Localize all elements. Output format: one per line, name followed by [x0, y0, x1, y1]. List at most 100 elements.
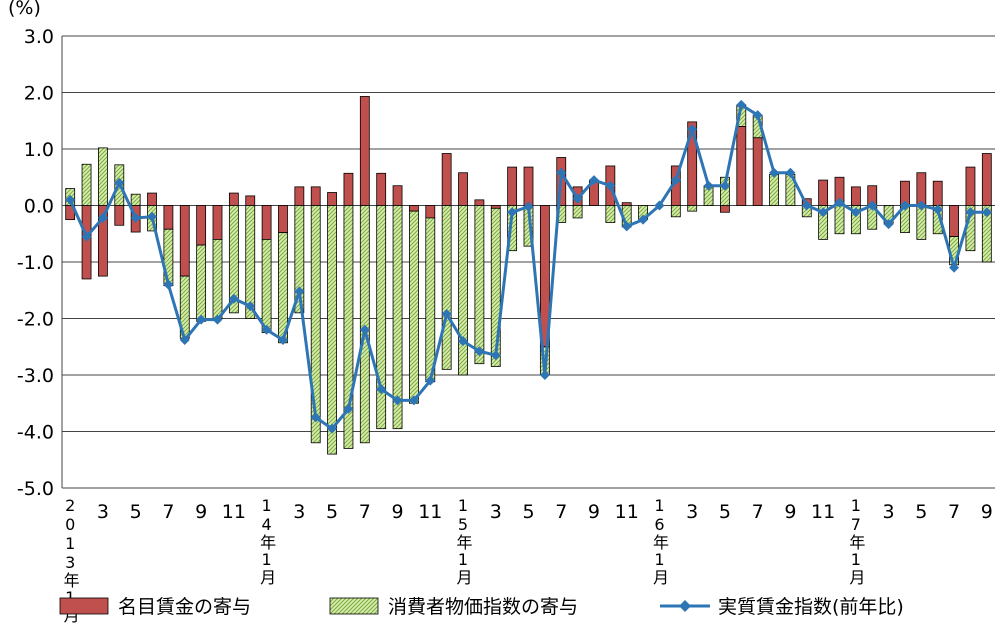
bar: [720, 176, 730, 206]
bar: [310, 186, 321, 206]
y-tick-label: 3.0: [24, 26, 54, 48]
legend-label: 実質賃金指数(前年比): [718, 596, 904, 618]
marker: [687, 124, 698, 135]
legend-swatch: [59, 597, 109, 615]
x-tick-label: 3: [293, 501, 305, 523]
marker: [556, 167, 567, 178]
marker: [654, 200, 665, 211]
marker: [261, 324, 272, 335]
x-tick-label: 16年1月: [650, 496, 669, 586]
marker: [392, 395, 403, 406]
marker: [523, 201, 534, 212]
bar: [261, 205, 272, 240]
marker: [294, 286, 305, 297]
x-tick-label: 9: [392, 501, 404, 523]
bar: [474, 205, 485, 365]
x-tick-label: 7: [752, 501, 764, 523]
bar: [441, 153, 452, 206]
y-tick-label: -3.0: [17, 365, 54, 387]
x-tick-label: 3: [490, 501, 502, 523]
bar: [392, 185, 403, 206]
bar: [490, 205, 501, 209]
marker: [850, 207, 861, 218]
marker: [228, 293, 239, 304]
marker: [834, 197, 845, 208]
bar: [376, 205, 387, 430]
bar: [949, 205, 959, 237]
legend-label: 名目賃金の寄与: [118, 596, 251, 618]
legend-label: 消費者物価指数の寄与: [388, 596, 578, 618]
bar: [507, 205, 518, 252]
marker: [801, 200, 812, 211]
y-tick-label: -2.0: [17, 309, 54, 331]
x-tick-label: 15年1月: [454, 496, 473, 586]
bar: [490, 207, 501, 367]
bar: [147, 192, 157, 206]
marker: [736, 99, 747, 110]
bar: [474, 199, 485, 206]
marker: [785, 167, 796, 178]
legend-swatch: [329, 597, 379, 615]
bar: [981, 153, 992, 206]
bar: [834, 205, 845, 235]
legend-marker: [679, 600, 691, 612]
x-tick-label: 7: [162, 501, 174, 523]
x-tick-label: 7: [359, 501, 371, 523]
x-tick-label: 5: [915, 501, 927, 523]
marker: [949, 262, 960, 273]
bar: [359, 205, 370, 444]
marker: [719, 180, 730, 191]
x-tick-label: 7: [555, 501, 567, 523]
marker: [114, 177, 125, 188]
marker: [147, 211, 158, 222]
marker: [932, 204, 943, 215]
bar: [605, 205, 616, 223]
bar: [458, 172, 468, 206]
x-tick-label: 14年1月: [257, 496, 276, 586]
marker: [277, 334, 288, 345]
marker: [638, 214, 649, 225]
bar: [409, 210, 419, 404]
marker: [818, 207, 829, 218]
marker: [212, 314, 223, 325]
bar: [916, 205, 927, 240]
bar: [507, 166, 518, 206]
bar: [81, 163, 92, 206]
x-tick-label: 7: [948, 501, 960, 523]
bar: [327, 192, 337, 206]
marker: [572, 193, 583, 204]
bar: [818, 205, 829, 240]
y-unit: (%): [8, 0, 41, 19]
x-tick-label: 11: [615, 501, 639, 523]
bar: [163, 205, 174, 230]
bar: [687, 205, 698, 212]
bar: [228, 205, 239, 314]
bar: [278, 205, 288, 234]
bar: [81, 205, 92, 280]
bar: [294, 186, 305, 206]
x-tick-label: 17年1月: [846, 496, 865, 586]
marker: [441, 308, 452, 319]
marker: [621, 221, 632, 232]
marker: [376, 384, 387, 395]
marker: [539, 370, 550, 380]
bar: [670, 205, 681, 218]
bar: [179, 205, 190, 277]
bar: [310, 205, 321, 444]
marker: [97, 212, 108, 223]
x-tick-label: 9: [784, 501, 796, 523]
marker: [588, 175, 599, 186]
marker: [81, 231, 92, 242]
x-tick-label: 2013年1月: [61, 496, 80, 624]
marker: [752, 110, 763, 121]
bar: [98, 147, 108, 206]
bar: [196, 244, 207, 322]
bar: [212, 205, 223, 240]
bar: [523, 166, 534, 206]
marker: [458, 336, 469, 347]
marker: [703, 180, 714, 191]
bar: [818, 179, 829, 206]
marker: [65, 194, 76, 205]
x-tick-label: 11: [811, 501, 835, 523]
